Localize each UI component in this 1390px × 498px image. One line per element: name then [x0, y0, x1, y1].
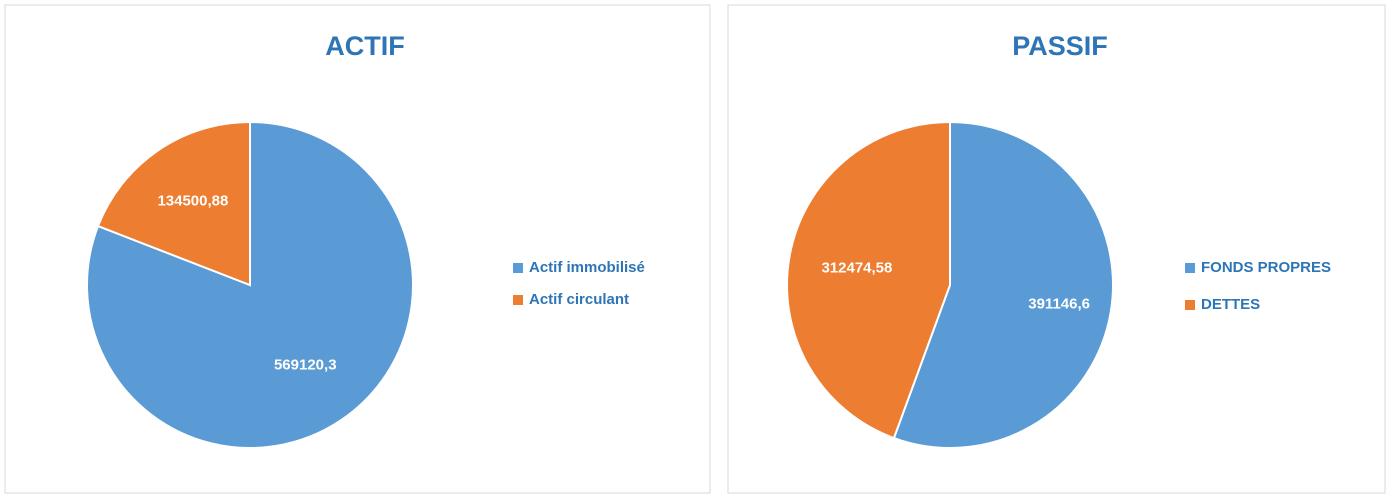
- data-label: 569120,3: [274, 357, 337, 374]
- chart-title: ACTIF: [325, 31, 404, 61]
- legend-label: DETTES: [1201, 296, 1260, 313]
- legend-label: FONDS PROPRES: [1201, 259, 1331, 276]
- legend-label: Actif immobilisé: [529, 259, 645, 276]
- legend-label: Actif circulant: [529, 291, 629, 308]
- chart-title: PASSIF: [1012, 31, 1108, 61]
- data-label: 391146,6: [1028, 295, 1090, 312]
- data-label: 312474,58: [821, 259, 892, 276]
- legend-swatch: [1185, 263, 1195, 273]
- legend-swatch: [1185, 300, 1195, 310]
- pie-slice: [96, 120, 251, 287]
- data-label: 134500,88: [157, 193, 228, 210]
- pie-slice: [892, 120, 1114, 449]
- legend-swatch: [513, 263, 523, 273]
- legend-swatch: [513, 295, 523, 305]
- pie-slice: [786, 120, 951, 440]
